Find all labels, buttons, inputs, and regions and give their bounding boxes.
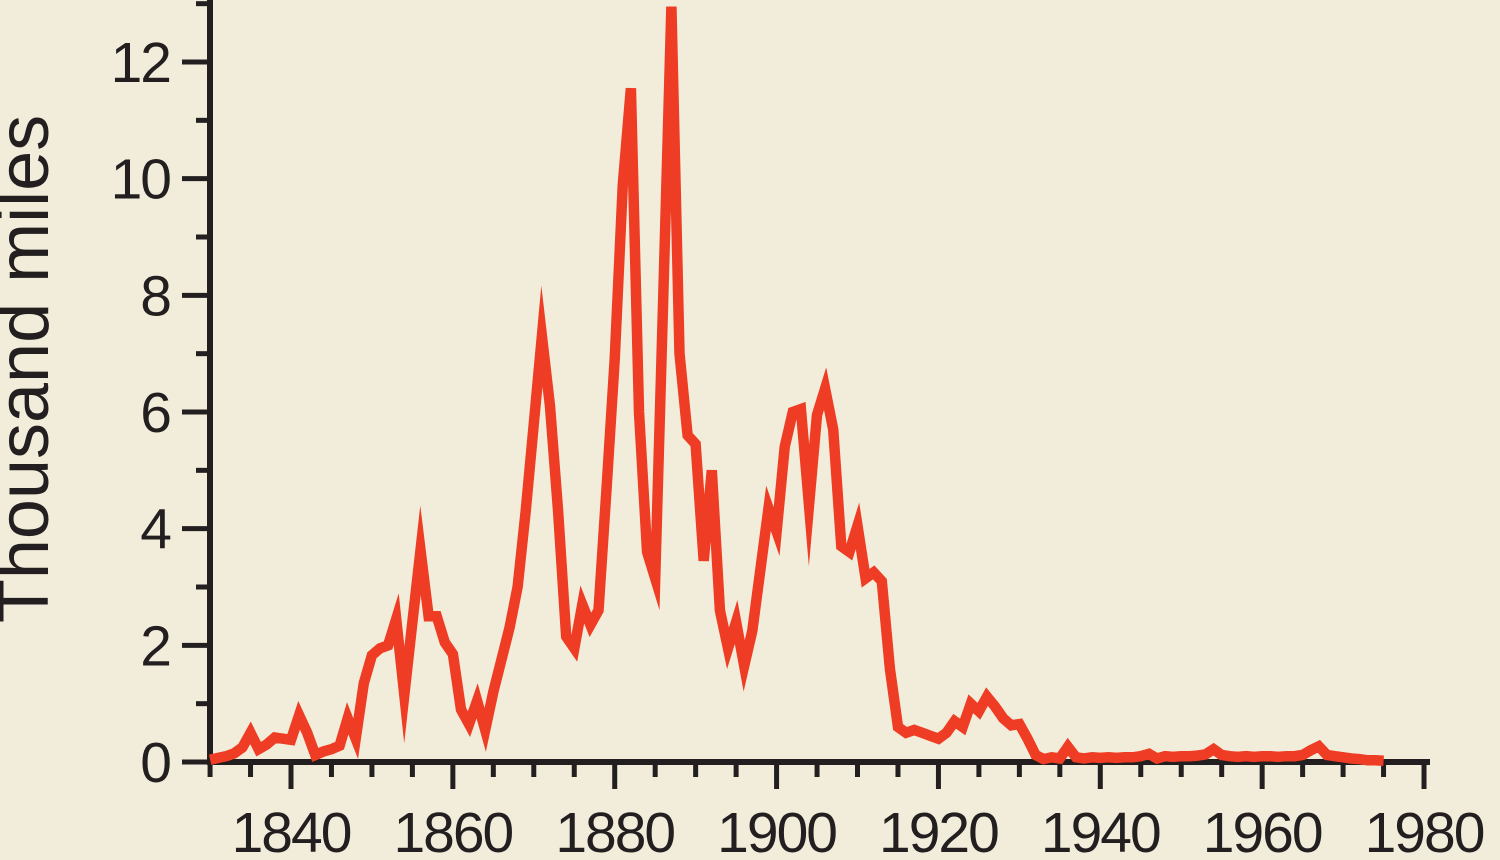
- y-tick-label: 4: [140, 498, 171, 562]
- x-axis-ticks: [207, 762, 1427, 789]
- x-axis-labels: 1840 1860 1880 1900 1920 1940 1960 1980: [232, 801, 1486, 860]
- x-tick-label: 1860: [393, 801, 512, 860]
- x-tick-label: 1920: [879, 801, 998, 860]
- x-tick-label: 1940: [1041, 801, 1160, 860]
- y-tick-label: 10: [111, 148, 171, 212]
- y-axis-title: Thousand miles: [0, 115, 64, 623]
- y-axis-labels: 0 2 4 6 8 10 12: [111, 31, 174, 795]
- y-tick-label: 0: [140, 731, 170, 795]
- x-tick-label: 1960: [1203, 801, 1322, 860]
- y-tick-label: 2: [140, 614, 170, 678]
- data-line-railroad-miles: [208, 6, 1384, 767]
- y-tick-label: 8: [140, 264, 170, 328]
- y-tick-label: 12: [111, 31, 170, 95]
- x-tick-label: 1980: [1365, 801, 1484, 860]
- x-tick-label: 1880: [555, 801, 674, 860]
- x-tick-label: 1900: [717, 801, 836, 860]
- y-tick-label: 6: [140, 381, 170, 445]
- x-tick-label: 1840: [232, 801, 351, 860]
